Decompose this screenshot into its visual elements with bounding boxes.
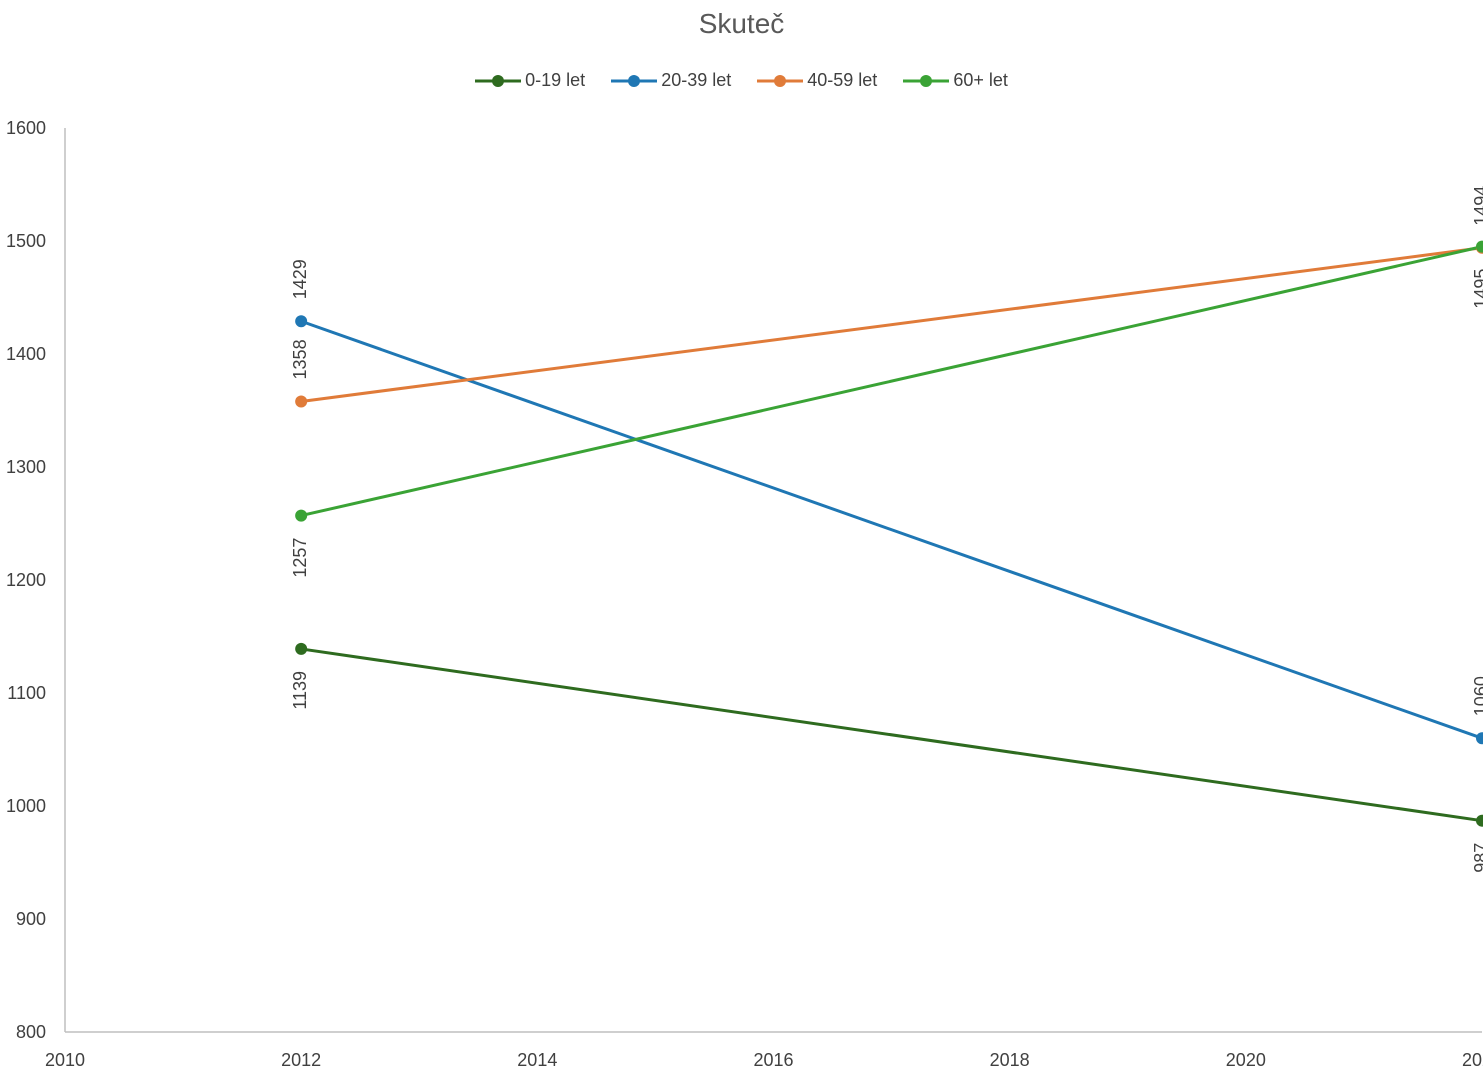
- x-tick-label: 2016: [753, 1050, 793, 1070]
- x-tick-label: 2014: [517, 1050, 557, 1070]
- legend-marker: [920, 74, 933, 87]
- data-label: 1257: [290, 538, 310, 578]
- data-point: [295, 315, 308, 328]
- legend-item: 40-59 let: [757, 70, 877, 91]
- data-label: 1139: [290, 671, 310, 710]
- y-tick-label: 1500: [6, 231, 46, 251]
- legend-marker: [628, 74, 641, 87]
- legend-label: 0-19 let: [525, 70, 586, 90]
- legend-label: 60+ let: [953, 70, 1008, 90]
- data-point: [295, 509, 308, 522]
- data-label: 1495: [1471, 269, 1483, 309]
- legend-marker: [774, 74, 787, 87]
- y-tick-label: 1100: [7, 683, 46, 703]
- y-tick-label: 1300: [6, 457, 46, 477]
- legend-item: 20-39 let: [611, 70, 731, 91]
- data-label: 987: [1471, 843, 1483, 873]
- series-line-3: [300, 245, 1483, 518]
- legend-label: 20-39 let: [661, 70, 732, 90]
- x-tick-label: 2010: [45, 1050, 85, 1070]
- x-tick-label: 2022: [1462, 1050, 1483, 1070]
- y-tick-label: 1000: [6, 796, 46, 816]
- data-label: 1429: [290, 259, 310, 299]
- data-point: [1476, 814, 1483, 827]
- legend: 0-19 let 20-39 let 40-59 let 60+ let: [0, 70, 1483, 91]
- legend-swatch: [757, 74, 804, 87]
- y-tick-label: 1600: [6, 118, 46, 138]
- data-point: [1476, 732, 1483, 745]
- legend-item: 60+ let: [903, 70, 1008, 91]
- x-tick-label: 2020: [1226, 1050, 1266, 1070]
- x-tick-label: 2018: [990, 1050, 1030, 1070]
- data-point: [1476, 240, 1483, 253]
- x-tick-label: 2012: [281, 1050, 321, 1070]
- legend-swatch: [475, 74, 522, 87]
- legend-swatch: [903, 74, 950, 87]
- y-tick-label: 800: [16, 1022, 46, 1042]
- legend-marker: [492, 74, 505, 87]
- y-tick-label: 1400: [6, 344, 46, 364]
- legend-label: 40-59 let: [807, 70, 878, 90]
- data-label: 1060: [1471, 676, 1483, 716]
- series-line-2: [300, 246, 1483, 403]
- data-point: [295, 395, 308, 408]
- legend-item: 0-19 let: [475, 70, 585, 91]
- chart-title: Skuteč: [698, 8, 785, 39]
- series-line-0: [300, 647, 1483, 823]
- y-tick-label: 900: [16, 909, 46, 929]
- series-line-1: [300, 319, 1483, 740]
- legend-swatch: [611, 74, 658, 87]
- y-tick-label: 1200: [6, 570, 46, 590]
- data-label: 1358: [290, 339, 310, 379]
- data-label: 1494: [1471, 186, 1483, 226]
- data-point: [295, 642, 308, 655]
